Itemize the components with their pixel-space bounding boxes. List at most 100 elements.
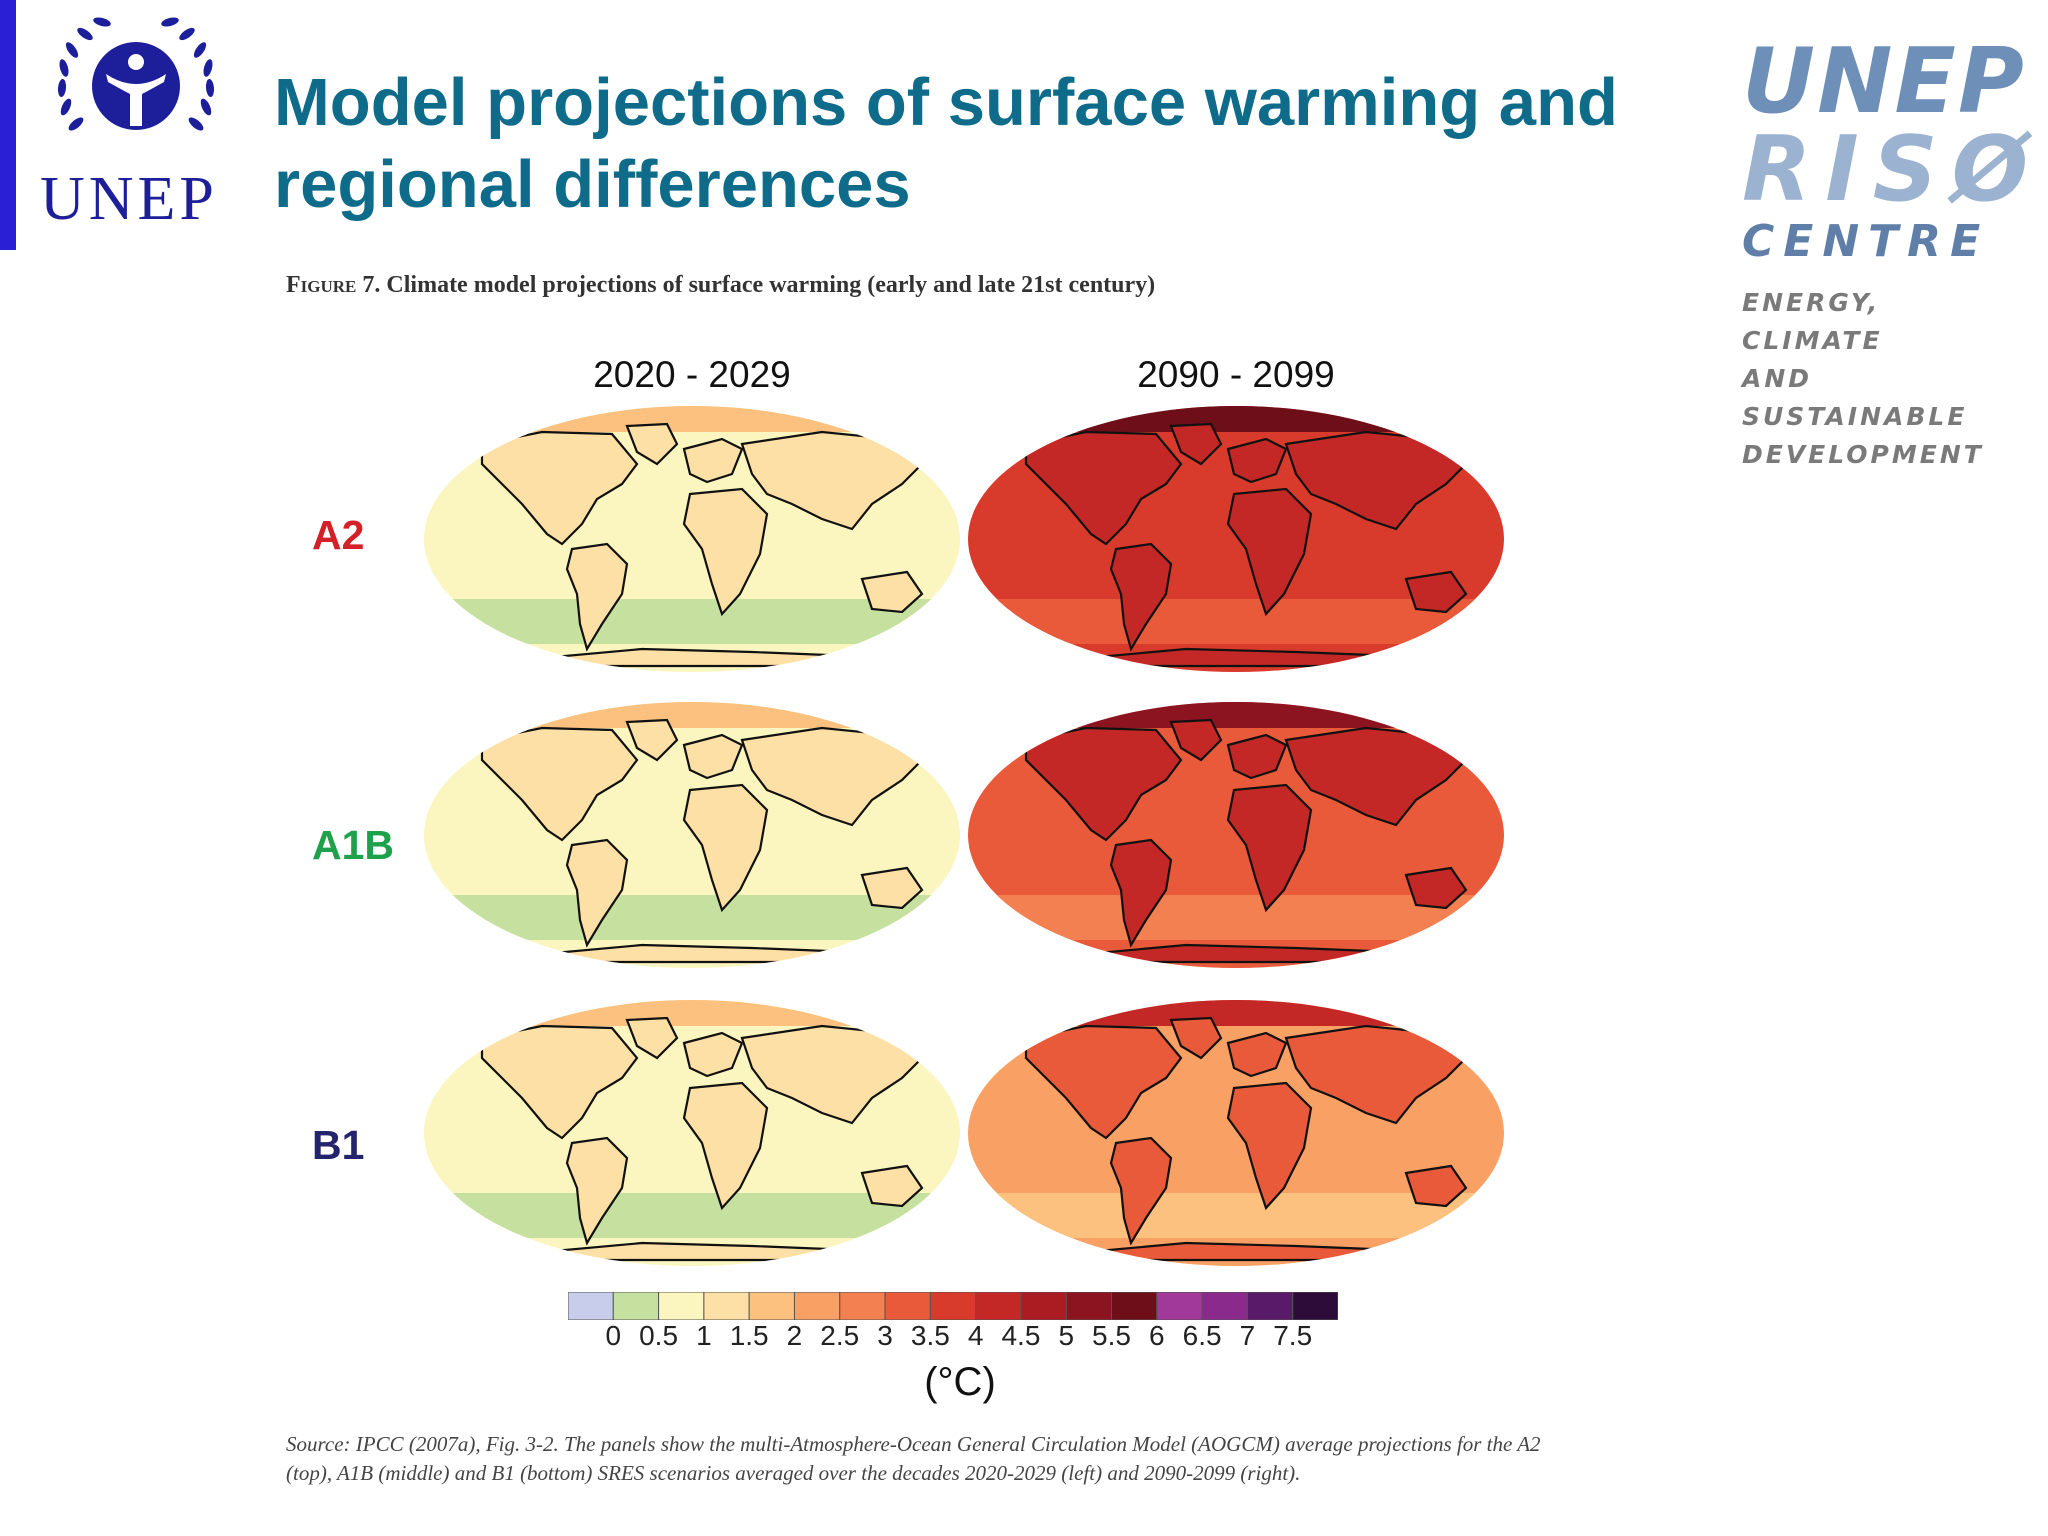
row-label-b1: B1 — [312, 1122, 365, 1168]
source-note: Source: IPCC (2007a), Fig. 3-2. The pane… — [286, 1432, 1541, 1485]
map-arctic-cap — [968, 702, 1504, 728]
map-continent — [682, 783, 769, 913]
unep-emblem-logo — [57, 17, 215, 131]
map-continent — [1404, 570, 1468, 614]
map-continent — [480, 1024, 639, 1140]
map-continent — [1226, 783, 1313, 913]
colorbar-segment — [1065, 1292, 1113, 1320]
colorbar-segment — [884, 1292, 931, 1320]
column-header-2090-2099: 2090 - 2099 — [1137, 354, 1335, 395]
row-label-a2: A2 — [312, 512, 365, 558]
figure-caption-prefix: Figure — [286, 272, 357, 298]
map-continent — [1024, 430, 1183, 546]
map-continent — [860, 866, 924, 910]
unep-logo-text: UNEP — [40, 165, 218, 233]
page-title: Model projections of surface warming and… — [274, 65, 1618, 222]
projection-map-r2-left — [424, 1000, 960, 1266]
projection-map-r2-right — [968, 1000, 1504, 1266]
riso-tagline-line: AND SUSTAINABLE — [1742, 364, 1968, 431]
colorbar-tick-label: 4.5 — [1001, 1320, 1041, 1351]
colorbar-tick-label: 2.5 — [820, 1320, 860, 1351]
colorbar-tick-label: 2 — [786, 1320, 803, 1351]
map-continent — [625, 422, 679, 466]
colorbar-tick-label: 0 — [605, 1320, 622, 1351]
colorbar-segment — [1111, 1292, 1158, 1320]
row-label-a1b: A1B — [312, 822, 395, 868]
map-continent — [480, 430, 639, 546]
map-continent — [1024, 1024, 1183, 1140]
map-continent — [1226, 487, 1313, 617]
colorbar-unit-label: (°C) — [924, 1360, 996, 1404]
colorbar-tick-label: 1 — [696, 1320, 712, 1351]
map-arctic-cap — [424, 406, 960, 432]
map-continent — [1169, 718, 1223, 762]
colorbar-tick-label: 7.5 — [1273, 1320, 1313, 1351]
column-header-2020-2029: 2020 - 2029 — [593, 354, 791, 395]
map-continent — [682, 1081, 769, 1211]
map-continent — [1109, 542, 1173, 652]
riso-logo-line2: RISØ — [1742, 117, 2043, 222]
map-continent — [1024, 726, 1183, 842]
riso-logo-line3: CENTRE — [1742, 216, 1990, 267]
left-accent-bar — [0, 0, 16, 250]
colorbar-segment — [839, 1292, 886, 1320]
colorbar-tick-label: 0.5 — [639, 1320, 679, 1351]
colorbar-segment — [703, 1292, 750, 1320]
projection-map-r1-left — [424, 702, 960, 968]
riso-tagline-line: DEVELOPMENT — [1742, 440, 1984, 469]
map-continent — [1109, 838, 1173, 948]
figure-caption-text: 7. Climate model projections of surface … — [356, 272, 1156, 298]
colorbar-segment — [1246, 1292, 1294, 1320]
map-continent — [682, 1031, 744, 1078]
colorbar-tick-label: 4 — [967, 1320, 984, 1351]
map-arctic-cap — [424, 1000, 960, 1026]
map-arctic-cap — [968, 1000, 1504, 1026]
colorbar-tick-label: 6 — [1149, 1320, 1165, 1351]
riso-tagline: ENERGY, CLIMATE AND SUSTAINABLE DEVELOPM… — [1742, 284, 2032, 474]
colorbar-tick-label: 7 — [1239, 1320, 1256, 1351]
map-continent — [625, 1016, 679, 1060]
colorbar-tick-label: 5.5 — [1092, 1320, 1131, 1351]
colorbar-segment — [929, 1292, 977, 1320]
map-continent — [682, 487, 769, 617]
map-continent — [1169, 1016, 1223, 1060]
colorbar-segment — [658, 1292, 705, 1320]
map-continent — [565, 838, 629, 948]
map-continent — [1169, 422, 1223, 466]
map-continent — [682, 437, 744, 484]
map-continent — [860, 1164, 924, 1208]
colorbar-tick-label: 6.5 — [1182, 1320, 1222, 1351]
map-continent — [1226, 1031, 1288, 1078]
colorbar-tick-label: 3 — [877, 1320, 893, 1351]
unep-riso-centre-logo: UNEP RISØ CENTRE ENERGY, CLIMATE AND SUS… — [1742, 29, 2043, 474]
map-continent — [1226, 1081, 1313, 1211]
map-arctic-cap — [968, 406, 1504, 432]
map-continent — [1226, 733, 1288, 780]
colorbar-tick-label: 1.5 — [729, 1320, 769, 1351]
colorbar-tick-label: 3.5 — [910, 1320, 950, 1351]
projection-map-r0-left — [424, 406, 960, 672]
colorbar-tick-label: 5 — [1058, 1320, 1075, 1351]
map-continent — [565, 1136, 629, 1246]
colorbar-segment — [1156, 1292, 1203, 1320]
colorbar-segment — [793, 1292, 841, 1320]
map-continent — [1404, 866, 1468, 910]
colorbar-segment — [748, 1292, 795, 1320]
riso-tagline-line: ENERGY, CLIMATE — [1742, 288, 1883, 355]
map-continent — [625, 718, 679, 762]
map-continent — [480, 726, 639, 842]
colorbar-segment — [612, 1292, 660, 1320]
colorbar-segment — [1292, 1292, 1338, 1320]
riso-logo-line1: UNEP — [1742, 29, 2026, 134]
map-arctic-cap — [424, 702, 960, 728]
map-continent — [682, 733, 744, 780]
figure-caption: Figure 7. Climate model projections of s… — [286, 272, 1686, 299]
colorbar-segment — [1201, 1292, 1248, 1320]
map-continent — [1226, 437, 1288, 484]
map-continent — [860, 570, 924, 614]
map-continent — [1404, 1164, 1468, 1208]
colorbar-segment — [975, 1292, 1022, 1320]
temperature-colorbar — [568, 1292, 1338, 1320]
map-continent — [565, 542, 629, 652]
colorbar-segment — [568, 1292, 614, 1320]
